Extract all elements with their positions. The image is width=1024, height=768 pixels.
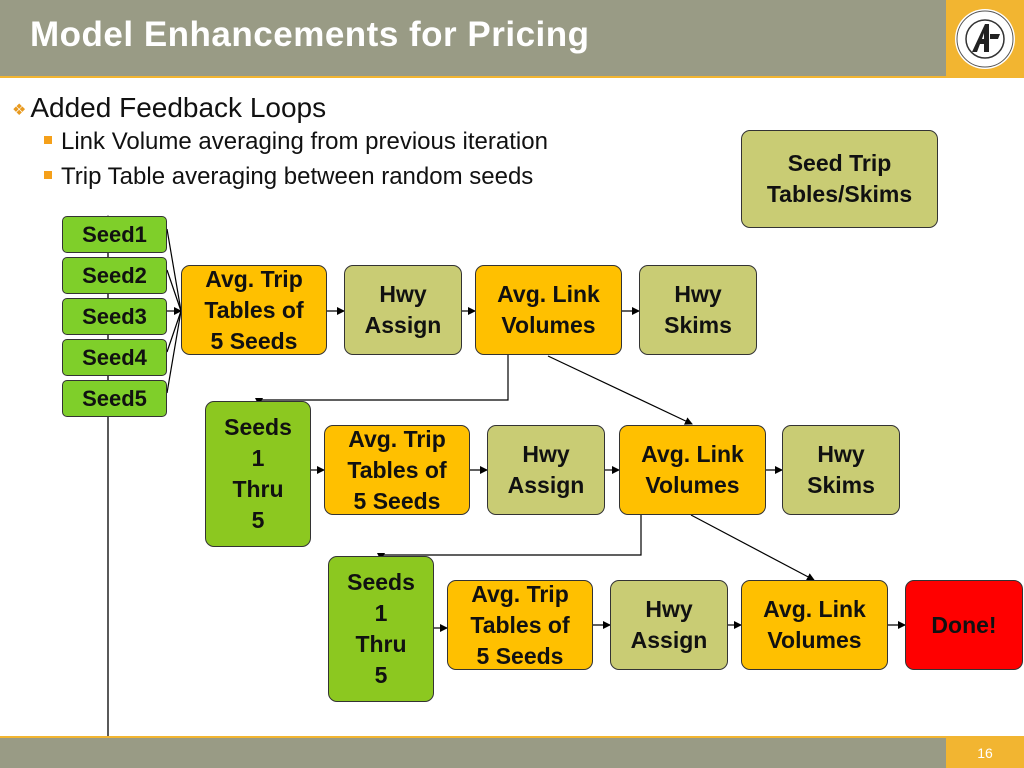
row3-seeds-1-thru-5: Seeds 1 Thru 5 <box>328 556 434 702</box>
square-bullet-icon <box>44 135 52 144</box>
title-bar: Model Enhancements for Pricing <box>0 0 946 76</box>
page-number: 16 <box>946 738 1024 768</box>
row3-avg-trip-tables: Avg. Trip Tables of 5 Seeds <box>447 580 593 670</box>
row3-avg-link-volumes: Avg. Link Volumes <box>741 580 888 670</box>
row1-hwy-assign: Hwy Assign <box>344 265 462 355</box>
bullet-sub-2: Trip Table averaging between random seed… <box>44 163 533 191</box>
row2-seeds-1-thru-5: Seeds 1 Thru 5 <box>205 401 311 547</box>
square-bullet-icon <box>44 170 52 179</box>
bullet-sub-text: Link Volume averaging from previous iter… <box>61 128 548 155</box>
seed-box-1: Seed1 <box>62 216 167 253</box>
logo-panel <box>946 0 1024 76</box>
seed-box-4: Seed4 <box>62 339 167 376</box>
row1-avg-link-volumes: Avg. Link Volumes <box>475 265 622 355</box>
footer-bar <box>0 738 946 768</box>
seed-box-3: Seed3 <box>62 298 167 335</box>
bullet-sub-1: Link Volume averaging from previous iter… <box>44 128 548 156</box>
legend-seed-trip-tables: Seed Trip Tables/Skims <box>741 130 938 228</box>
slide-title: Model Enhancements for Pricing <box>30 15 590 54</box>
bullet-sub-text: Trip Table averaging between random seed… <box>61 163 534 190</box>
footer-divider <box>0 736 1024 738</box>
bullet-main-text: Added Feedback Loops <box>30 92 327 123</box>
row2-avg-trip-tables: Avg. Trip Tables of 5 Seeds <box>324 425 470 515</box>
row3-hwy-assign: Hwy Assign <box>610 580 728 670</box>
header-divider <box>0 76 1024 78</box>
seed-box-2: Seed2 <box>62 257 167 294</box>
seed-box-5: Seed5 <box>62 380 167 417</box>
row1-avg-trip-tables: Avg. Trip Tables of 5 Seeds <box>181 265 327 355</box>
sfcta-logo-icon <box>955 9 1015 69</box>
row3-done: Done! <box>905 580 1023 670</box>
diamond-bullet-icon: ❖ <box>12 101 27 119</box>
row2-hwy-skims: Hwy Skims <box>782 425 900 515</box>
row2-avg-link-volumes: Avg. Link Volumes <box>619 425 766 515</box>
row2-hwy-assign: Hwy Assign <box>487 425 605 515</box>
bullet-main: ❖ Added Feedback Loops <box>12 92 326 124</box>
row1-hwy-skims: Hwy Skims <box>639 265 757 355</box>
